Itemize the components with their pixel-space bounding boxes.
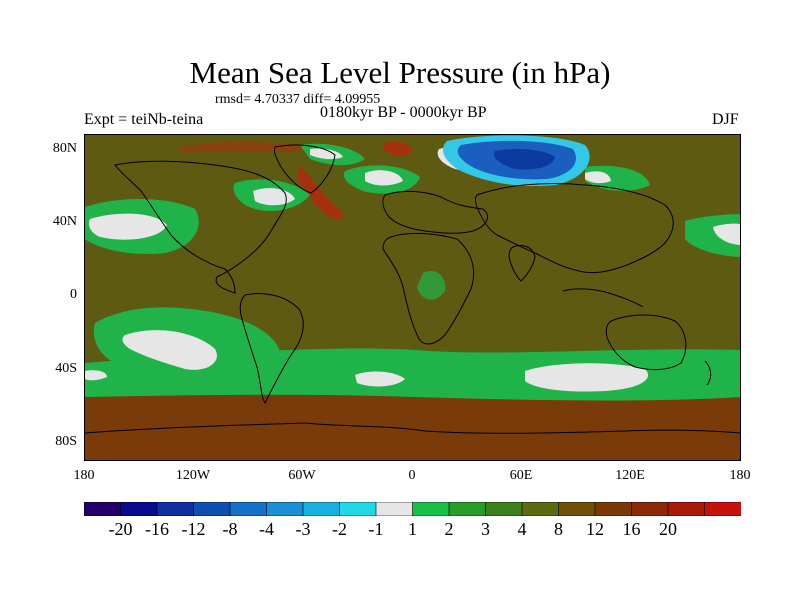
- colorbar-swatch: [339, 502, 377, 516]
- colorbar-label: 16: [622, 519, 641, 539]
- y-tick: 80S: [55, 434, 77, 449]
- colorbar-swatch: [521, 502, 560, 516]
- season-label: DJF: [712, 111, 739, 128]
- colorbar-swatch: [667, 502, 706, 516]
- period-label: 0180kyr BP - 0000kyr BP: [320, 104, 487, 121]
- coast-asia: [475, 182, 674, 274]
- x-tick: 120W: [175, 468, 211, 483]
- coast-antarctica: [85, 422, 740, 434]
- colorbar-swatch: [704, 502, 741, 516]
- anomaly-green-east-africa: [417, 271, 446, 300]
- anomaly-white-south-indian: [525, 363, 649, 392]
- colorbar-label: -12: [181, 519, 206, 539]
- colorbar-swatch: [84, 502, 122, 516]
- anomaly-white-south-atlantic: [355, 371, 405, 387]
- anomaly-white-north-pacific: [88, 213, 167, 240]
- colorbar-label: 12: [586, 519, 604, 539]
- coast-greenland: [274, 144, 336, 194]
- anomaly-red-arctic: [180, 141, 315, 153]
- anomaly-red-north-atlantic: [297, 165, 343, 220]
- colorbar-swatch: [120, 502, 158, 516]
- coastlines: [85, 144, 740, 434]
- coast-new-zealand: [704, 360, 712, 386]
- colorbar-swatch: [375, 502, 414, 516]
- x-tick: 180: [729, 468, 751, 483]
- coast-north-america: [114, 160, 287, 294]
- colorbar-label: 2: [444, 519, 454, 539]
- anomaly-white-south-east-pacific: [85, 370, 107, 381]
- colorbar-swatch: [558, 502, 596, 516]
- colorbar-label: -4: [259, 519, 274, 539]
- x-tick: 0: [408, 468, 416, 483]
- anomaly-white-south-pacific: [122, 330, 217, 370]
- pressure-map: [84, 134, 741, 461]
- colorbar-swatch: [302, 502, 341, 516]
- x-tick: 60E: [509, 468, 533, 483]
- y-tick: 40S: [55, 361, 77, 376]
- colorbar: [84, 502, 741, 516]
- colorbar-swatch: [594, 502, 633, 516]
- colorbar-swatch: [229, 502, 268, 516]
- colorbar-label: -3: [295, 519, 311, 539]
- coast-africa: [382, 232, 475, 345]
- colorbar-label: 3: [481, 519, 490, 539]
- x-tick: 180: [73, 468, 95, 483]
- colorbar-label: 1: [408, 519, 417, 539]
- colorbar-swatch: [412, 502, 450, 516]
- coast-australia: [605, 314, 687, 371]
- colorbar-swatch: [448, 502, 487, 516]
- colorbar-swatch: [485, 502, 523, 516]
- anomaly-white-siberia-east: [585, 171, 611, 184]
- colorbar-label: -2: [332, 519, 347, 539]
- chart-title: Mean Sea Level Pressure (in hPa): [189, 55, 611, 90]
- y-tick: 0: [70, 287, 77, 302]
- colorbar-swatch: [193, 502, 231, 516]
- anomaly-red-greenland: [383, 141, 412, 156]
- colorbar-swatch: [631, 502, 669, 516]
- y-tick: 80N: [52, 141, 77, 156]
- anomaly-white-norway: [365, 170, 403, 186]
- colorbar-swatch: [266, 502, 304, 516]
- coast-india: [508, 244, 536, 282]
- x-tick: 120E: [615, 468, 645, 483]
- colorbar-label: -20: [108, 519, 133, 539]
- coast-europe: [382, 190, 488, 234]
- coast-south-america: [239, 293, 304, 404]
- stats-label: rmsd= 4.70337 diff= 4.09955: [215, 92, 381, 107]
- coast-indonesia: [562, 288, 644, 308]
- pressure-map-svg: [85, 135, 740, 460]
- colorbar-label: 8: [554, 519, 563, 539]
- colorbar-label: -16: [145, 519, 169, 539]
- colorbar-label: -1: [368, 519, 384, 539]
- experiment-label: Expt = teiNb-teina: [84, 111, 204, 128]
- y-tick: 40N: [52, 214, 77, 229]
- colorbar-label: 20: [659, 519, 677, 539]
- anomaly-deep-blue-siberia: [494, 149, 555, 170]
- colorbar-label: 4: [517, 519, 527, 539]
- anomaly-white-north-east-pacific: [713, 223, 740, 245]
- colorbar-swatch: [156, 502, 195, 516]
- colorbar-label: -8: [222, 519, 238, 539]
- x-tick: 60W: [288, 468, 316, 483]
